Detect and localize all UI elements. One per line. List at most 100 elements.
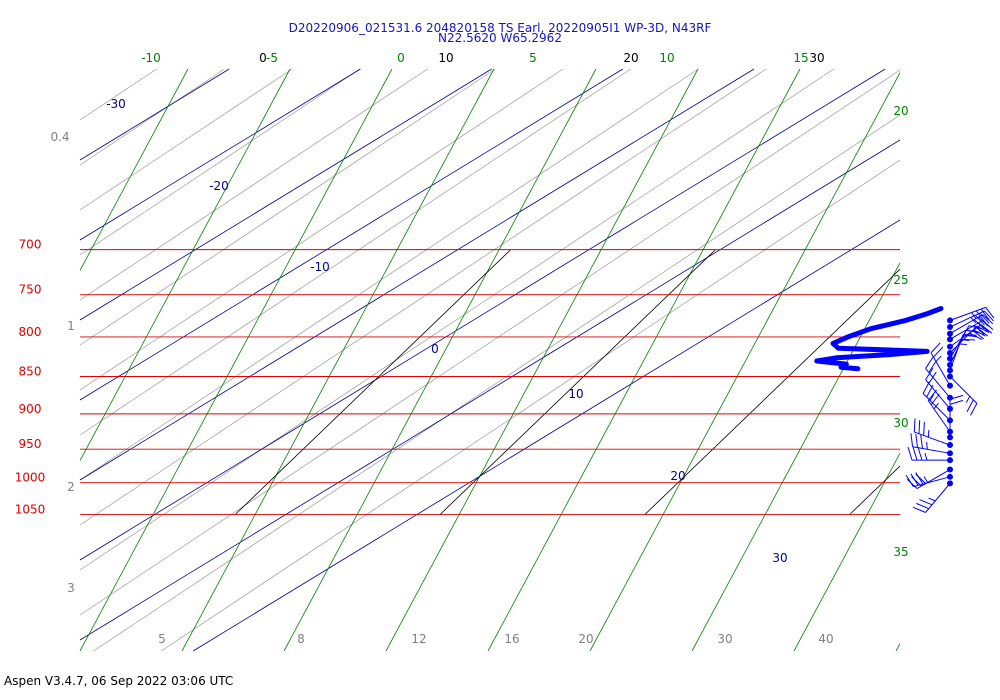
moist-adiabat — [691, 262, 901, 652]
dry-adiabat — [79, 68, 624, 401]
wind-barb-feather — [978, 322, 989, 333]
wind-barb — [925, 367, 953, 412]
wind-barb-staff — [949, 376, 978, 404]
mixing-ratio-line — [161, 159, 901, 652]
mixing-ratio-line — [79, 68, 157, 121]
wind-barb-feather — [982, 319, 994, 330]
mixing-ratio-label: 16 — [504, 632, 519, 646]
dewpoint-trace-upper — [814, 306, 944, 372]
wind-barb-feather — [925, 356, 934, 369]
wind-barb-feather — [917, 446, 923, 461]
mixing-ratio-line — [79, 68, 767, 526]
isotherm — [439, 249, 716, 515]
wind-barb-feather — [918, 420, 921, 434]
pressure-label: 850 — [19, 365, 42, 379]
moist-adiabat — [79, 68, 189, 271]
wind-barb-feather — [965, 329, 980, 333]
wind-barb-feather — [968, 325, 983, 330]
wind-barb-feather — [907, 446, 913, 461]
isotherm — [849, 465, 901, 515]
wind-barb-feather — [926, 384, 934, 398]
moist-adiabat-label: 0 — [397, 51, 405, 65]
wind-barb-half-feather — [926, 442, 928, 450]
wind-barb — [947, 394, 964, 441]
dry-adiabat-label: 10 — [568, 387, 583, 401]
moist-adiabat — [283, 68, 597, 652]
moist-adiabat-label: 35 — [893, 545, 908, 559]
pressure-label: 950 — [19, 437, 42, 451]
wind-barb-feather — [910, 473, 919, 486]
wind-barb-staff — [912, 446, 951, 454]
wind-barb-staff — [949, 334, 964, 371]
wind-barb-feather — [962, 334, 977, 336]
moist-adiabat-label: 5 — [529, 51, 537, 65]
dry-adiabat-label: 0 — [431, 342, 439, 356]
wind-barb-feather — [979, 312, 990, 324]
mixing-ratio-label: 30 — [717, 632, 732, 646]
wind-barb-half-feather — [928, 497, 936, 502]
mixing-ratio-line — [79, 68, 428, 301]
wind-barb-column — [905, 306, 995, 513]
wind-barb-feather — [982, 314, 994, 325]
mixing-ratio-label: 5 — [158, 632, 166, 646]
wind-barb — [947, 310, 994, 331]
dry-adiabat-label: -20 — [209, 179, 229, 193]
mixing-ratio-line — [93, 114, 901, 652]
wind-barb-feather — [976, 325, 990, 333]
wind-barb-staff — [925, 379, 951, 410]
footer-version: Aspen V3.4.7, 06 Sep 2022 03:06 UTC — [4, 674, 234, 688]
dry-adiabat — [79, 68, 361, 241]
moist-adiabat — [589, 72, 901, 652]
mixing-ratio-label: 8 — [297, 632, 305, 646]
mixing-ratio-label: 20 — [578, 632, 593, 646]
wind-barb-feather — [912, 506, 926, 513]
wind-barb-feather — [910, 433, 914, 447]
wind-barb-feather — [928, 371, 937, 384]
wind-barb-feather — [978, 316, 989, 327]
wind-barb — [910, 433, 953, 457]
dry-adiabat-label: -10 — [310, 260, 330, 274]
mixing-ratio-label: 2 — [67, 480, 75, 494]
moist-adiabat — [793, 453, 901, 652]
wind-barb-feather — [949, 399, 964, 405]
moist-adiabat-label: 10 — [659, 51, 674, 65]
wind-barb-staff — [914, 431, 951, 446]
wind-barb-half-feather — [929, 393, 935, 401]
mixing-ratio-line — [79, 68, 293, 211]
wind-barb — [930, 342, 953, 389]
wind-barb-staff — [913, 476, 951, 488]
wind-barb-feather — [949, 394, 964, 400]
pressure-label: 900 — [19, 402, 42, 416]
wind-barb-feather — [984, 310, 994, 322]
wind-barb-feather — [905, 474, 914, 487]
wind-barb-feather — [961, 338, 975, 341]
dry-adiabat-label: 30 — [772, 551, 787, 565]
isotherm-label: 10 — [438, 51, 453, 65]
dry-adiabat — [79, 68, 755, 481]
wind-barb-staff — [949, 324, 982, 348]
moist-adiabat — [181, 68, 495, 652]
mixing-ratio-line — [79, 68, 225, 166]
wind-barb — [912, 480, 953, 513]
wind-barb-feather — [919, 499, 933, 506]
mixing-ratio-line — [79, 68, 699, 481]
isotherm-label: 20 — [623, 51, 638, 65]
dry-adiabat-label: -30 — [106, 97, 126, 111]
wind-barb-feather — [922, 381, 930, 394]
pressure-label: 1000 — [15, 471, 46, 485]
isotherm-label: 30 — [809, 51, 824, 65]
wind-barb-feather — [925, 367, 934, 380]
dry-adiabat — [192, 219, 901, 652]
mixing-ratio-label: 0.4 — [50, 130, 69, 144]
wind-barb-staff — [949, 314, 984, 335]
wind-barb-feather — [923, 421, 925, 436]
mixing-ratio-label: 1 — [67, 319, 75, 333]
wind-barb-feather — [980, 308, 990, 321]
chart-subtitle: N22.5620 W65.2962 — [438, 31, 562, 45]
moist-adiabat — [79, 68, 393, 652]
moist-adiabat — [79, 68, 291, 461]
mixing-ratio-line — [79, 68, 496, 346]
wind-barb — [907, 446, 953, 464]
wind-barb-feather — [912, 446, 918, 461]
moist-adiabat — [385, 68, 699, 652]
